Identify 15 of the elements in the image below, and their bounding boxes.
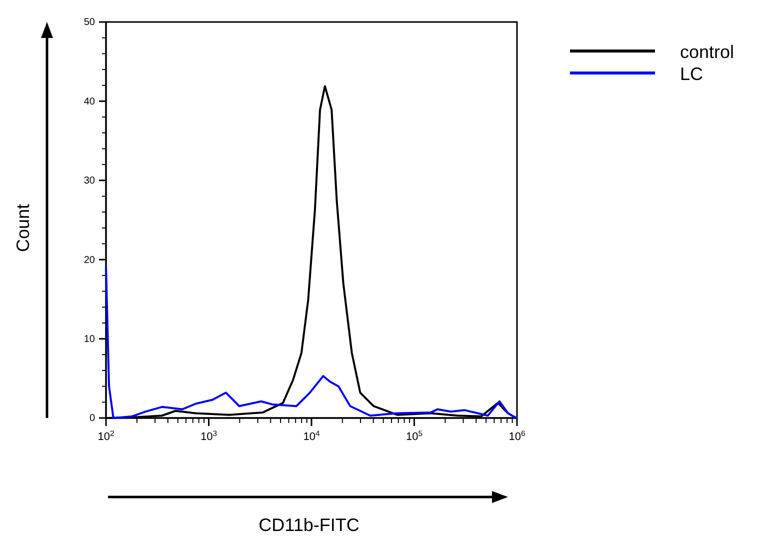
y-axis-title: Count [13, 204, 33, 252]
y-tick-label: 50 [84, 17, 96, 28]
y-tick-label: 40 [84, 96, 96, 108]
y-tick-label: 20 [84, 254, 96, 266]
x-tick-label: 10$^{3}$ [200, 428, 218, 443]
y-tick-label: 10 [84, 334, 96, 345]
x-axis-title: CD11b-FITC [258, 515, 360, 535]
x-tick-label: 10$^{4}$ [303, 428, 320, 443]
x-tick-label: 10$^{5}$ [406, 428, 423, 443]
x-tick-label: 10$^{6}$ [508, 428, 526, 443]
x-tick-label: 10$^{2}$ [98, 428, 114, 443]
legend-label: control [680, 42, 734, 62]
y-tick-label: 0 [89, 413, 96, 424]
legend-label: LC [680, 64, 704, 84]
y-tick-label: 30 [84, 176, 96, 187]
